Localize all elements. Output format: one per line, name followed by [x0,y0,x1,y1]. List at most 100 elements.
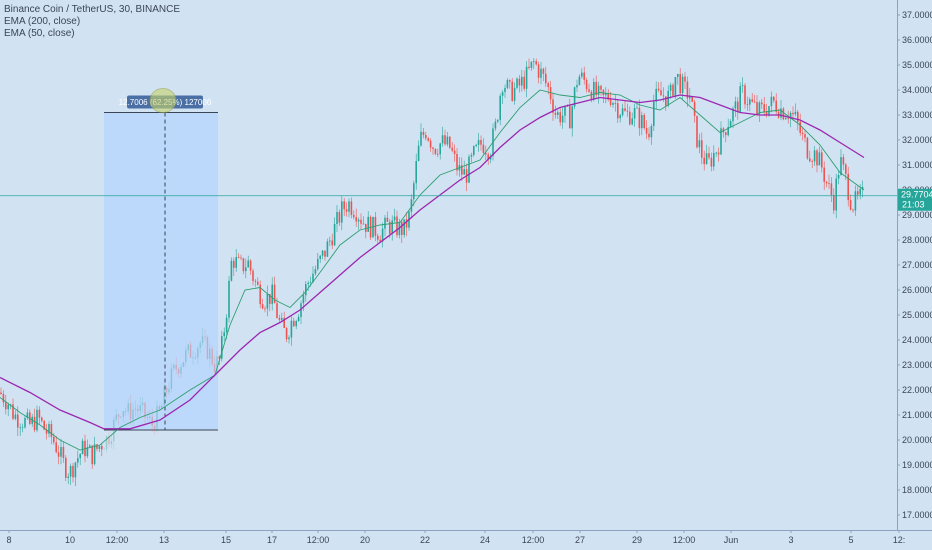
candle-body [799,121,801,133]
y-tick-label: 33.0000 [902,110,932,120]
y-tick-label: 28.0000 [902,235,932,245]
candle-body [182,362,185,367]
candle-body [333,223,336,246]
candle-body [648,133,650,138]
candle-body [818,152,821,166]
x-tick-label: 15 [221,535,231,545]
candle-body [149,416,151,419]
candle-body [770,96,773,107]
candle-body [559,112,561,123]
candle-body [410,199,413,212]
candle-body [331,240,333,246]
legend-symbol[interactable]: Binance Coin / TetherUS, 30, BINANCE [4,4,181,15]
candle-body [552,99,554,113]
candle-body [197,348,199,358]
candle-body [801,132,804,135]
candle-body [468,156,470,183]
price-axis[interactable] [897,0,932,550]
candle-body [21,427,24,429]
candle-body [429,140,432,148]
candle-body [86,447,89,457]
candle-body [283,317,285,328]
candle-body [170,368,173,389]
candle-body [281,317,283,320]
candle-body [605,93,607,96]
candle-body [213,364,216,372]
candle-body [756,102,758,114]
candle-body [89,445,91,448]
candle-body [684,76,686,82]
candle-body [619,115,621,119]
candle-body [355,217,357,222]
candle-body [833,195,835,211]
candle-body [72,465,74,478]
candle-body [278,318,281,320]
candle-body [607,93,609,100]
candle-body [115,414,117,420]
current-price-tag [898,188,932,211]
candle-body [228,280,230,318]
candle-body [245,267,247,272]
candle-body [617,103,619,119]
candle-body [804,134,806,138]
candle-body [477,140,480,145]
candle-body [677,73,679,78]
x-tick-label: 5 [848,535,853,545]
candle-body [732,108,734,122]
x-tick-label: 3 [788,535,793,545]
candle-body [401,221,403,235]
candle-body [631,118,633,125]
candle-body [324,250,326,257]
measure-box[interactable] [104,112,218,431]
legend-ema200[interactable]: EMA (200, close) [4,16,81,27]
candle-body [151,416,153,426]
candle-body [41,417,43,421]
candle-body [741,85,744,87]
candle-body [163,387,165,406]
y-tick-label: 21.0000 [902,410,932,420]
candle-body [91,445,93,465]
candle-body [36,409,38,431]
candle-body [813,150,816,162]
candle-body [33,416,36,431]
candle-body [780,108,782,118]
candle-body [660,90,662,96]
candle-body [583,72,585,80]
y-tick-label: 37.0000 [902,10,932,20]
candle-body [45,429,48,434]
candle-body [365,223,367,232]
candle-body [26,412,29,419]
candle-body [305,284,307,296]
candle-body [261,304,264,309]
ema50-line[interactable] [0,89,865,451]
candle-body [525,66,528,89]
candle-body [302,295,305,304]
candle-body [523,76,525,89]
candle-body [638,107,641,129]
candle-body [600,85,602,90]
candle-body [494,121,497,129]
y-tick-label: 20.0000 [902,435,932,445]
candle-body [249,260,252,271]
candle-body [237,257,240,258]
candle-body [381,228,384,242]
candle-body [516,78,518,88]
candle-body [127,403,129,412]
candle-body [211,348,213,365]
candle-body [93,444,96,465]
candle-body [590,91,593,100]
ema200-line[interactable] [0,94,865,430]
candle-body [821,152,823,168]
candle-body [336,212,338,224]
candle-body [204,336,206,338]
candle-body [449,136,451,148]
legend-ema50[interactable]: EMA (50, close) [4,28,75,39]
candle-body [674,77,677,96]
candle-body [379,239,381,242]
candle-body [360,219,362,224]
candle-body [749,99,751,105]
y-tick-label: 19.0000 [902,460,932,470]
candle-body [703,157,705,165]
